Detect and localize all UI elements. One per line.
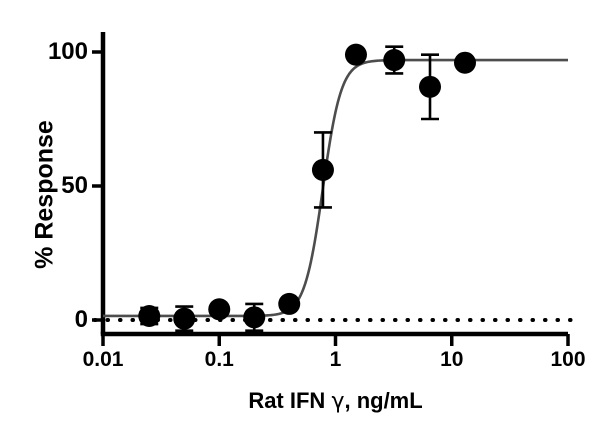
fit-curve — [103, 58, 568, 318]
x-tick-label-2: 1 — [329, 348, 342, 371]
y-tick-label-0: 0 — [74, 306, 88, 333]
data-point — [243, 306, 266, 329]
data-point — [278, 292, 301, 315]
data-point — [344, 43, 367, 66]
x-axis-title-prefix: Rat IFN — [248, 388, 332, 413]
data-point — [383, 49, 406, 72]
y-tick-label-1: 50 — [61, 172, 88, 199]
x-axis-title-suffix: , ng/mL — [344, 388, 423, 413]
x-tick-label-0: 0.01 — [82, 348, 124, 371]
data-point — [311, 158, 334, 181]
data-point — [419, 75, 442, 98]
data-point — [173, 307, 196, 330]
x-axis-title: Rat IFN γ, ng/mL — [103, 388, 568, 414]
x-tick-label-3: 10 — [440, 348, 464, 371]
x-tick-label-1: 0.1 — [204, 348, 234, 371]
data-point — [208, 298, 231, 321]
data-point — [453, 51, 476, 74]
data-point — [138, 304, 161, 327]
y-tick-label-2: 100 — [47, 38, 88, 65]
gamma-symbol-icon: γ — [331, 389, 345, 414]
x-tick-label-4: 100 — [550, 348, 586, 371]
